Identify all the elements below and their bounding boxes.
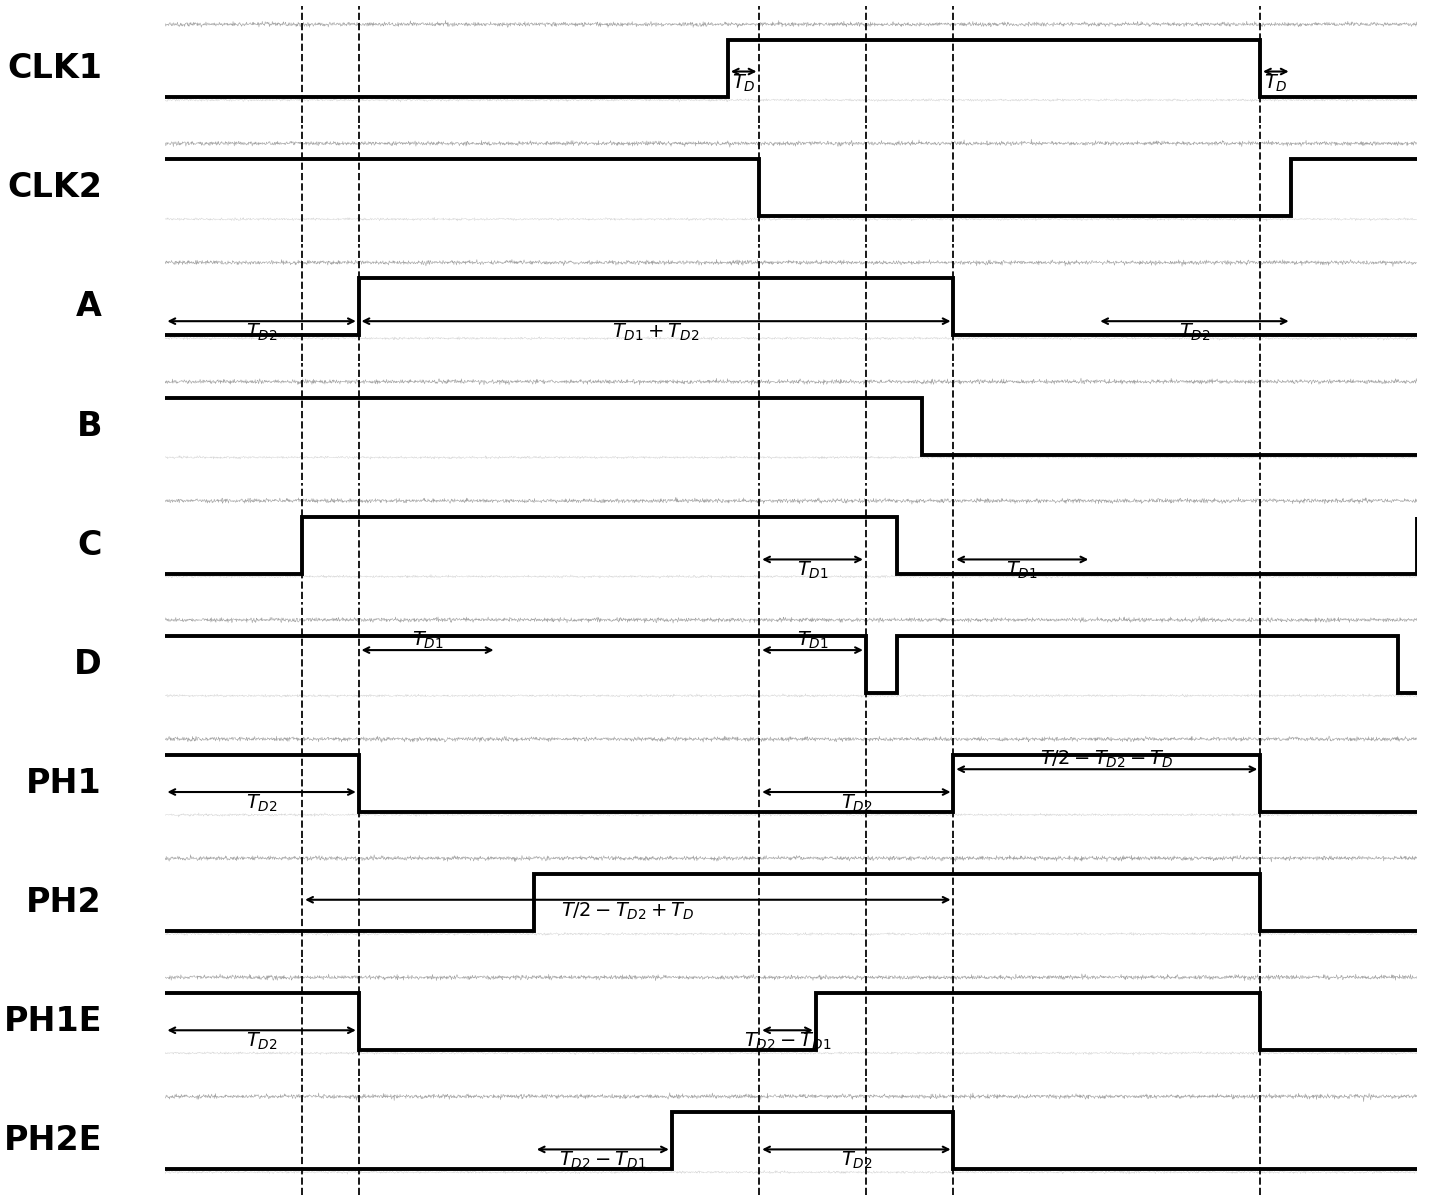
- Text: $T_{D1}+T_{D2}$: $T_{D1}+T_{D2}$: [612, 322, 700, 343]
- Text: $T_{D2}$: $T_{D2}$: [246, 793, 278, 814]
- Text: $T_{D1}$: $T_{D1}$: [412, 629, 444, 651]
- Text: $T/2-T_{D2}+T_D$: $T/2-T_{D2}+T_D$: [561, 901, 694, 922]
- Text: CLK1: CLK1: [7, 52, 102, 85]
- Text: $T_{D2}-T_{D1}$: $T_{D2}-T_{D1}$: [744, 1030, 831, 1052]
- Text: $T_{D1}$: $T_{D1}$: [1006, 560, 1037, 581]
- Text: $T_{D2}$: $T_{D2}$: [1179, 322, 1211, 343]
- Text: $T_{D1}$: $T_{D1}$: [797, 560, 829, 581]
- Text: PH2: PH2: [26, 886, 102, 919]
- Text: $T_{D2}-T_{D1}$: $T_{D2}-T_{D1}$: [560, 1151, 647, 1171]
- Text: $T_{D2}$: $T_{D2}$: [246, 1030, 278, 1052]
- Text: PH2E: PH2E: [3, 1124, 102, 1158]
- Text: $T_D$: $T_D$: [731, 72, 756, 94]
- Text: CLK2: CLK2: [7, 172, 102, 204]
- Text: D: D: [74, 647, 102, 681]
- Text: $T_{D2}$: $T_{D2}$: [246, 322, 278, 343]
- Text: PH1E: PH1E: [3, 1005, 102, 1038]
- Text: $T_{D2}$: $T_{D2}$: [840, 1151, 873, 1171]
- Text: A: A: [76, 291, 102, 323]
- Text: $T_{D2}$: $T_{D2}$: [840, 793, 873, 814]
- Text: C: C: [77, 528, 102, 562]
- Text: PH1: PH1: [26, 767, 102, 800]
- Text: B: B: [76, 410, 102, 443]
- Text: $T/2-T_{D2}-T_D$: $T/2-T_{D2}-T_D$: [1040, 749, 1173, 770]
- Text: $T_{D1}$: $T_{D1}$: [797, 629, 829, 651]
- Text: $T_D$: $T_D$: [1264, 72, 1288, 94]
